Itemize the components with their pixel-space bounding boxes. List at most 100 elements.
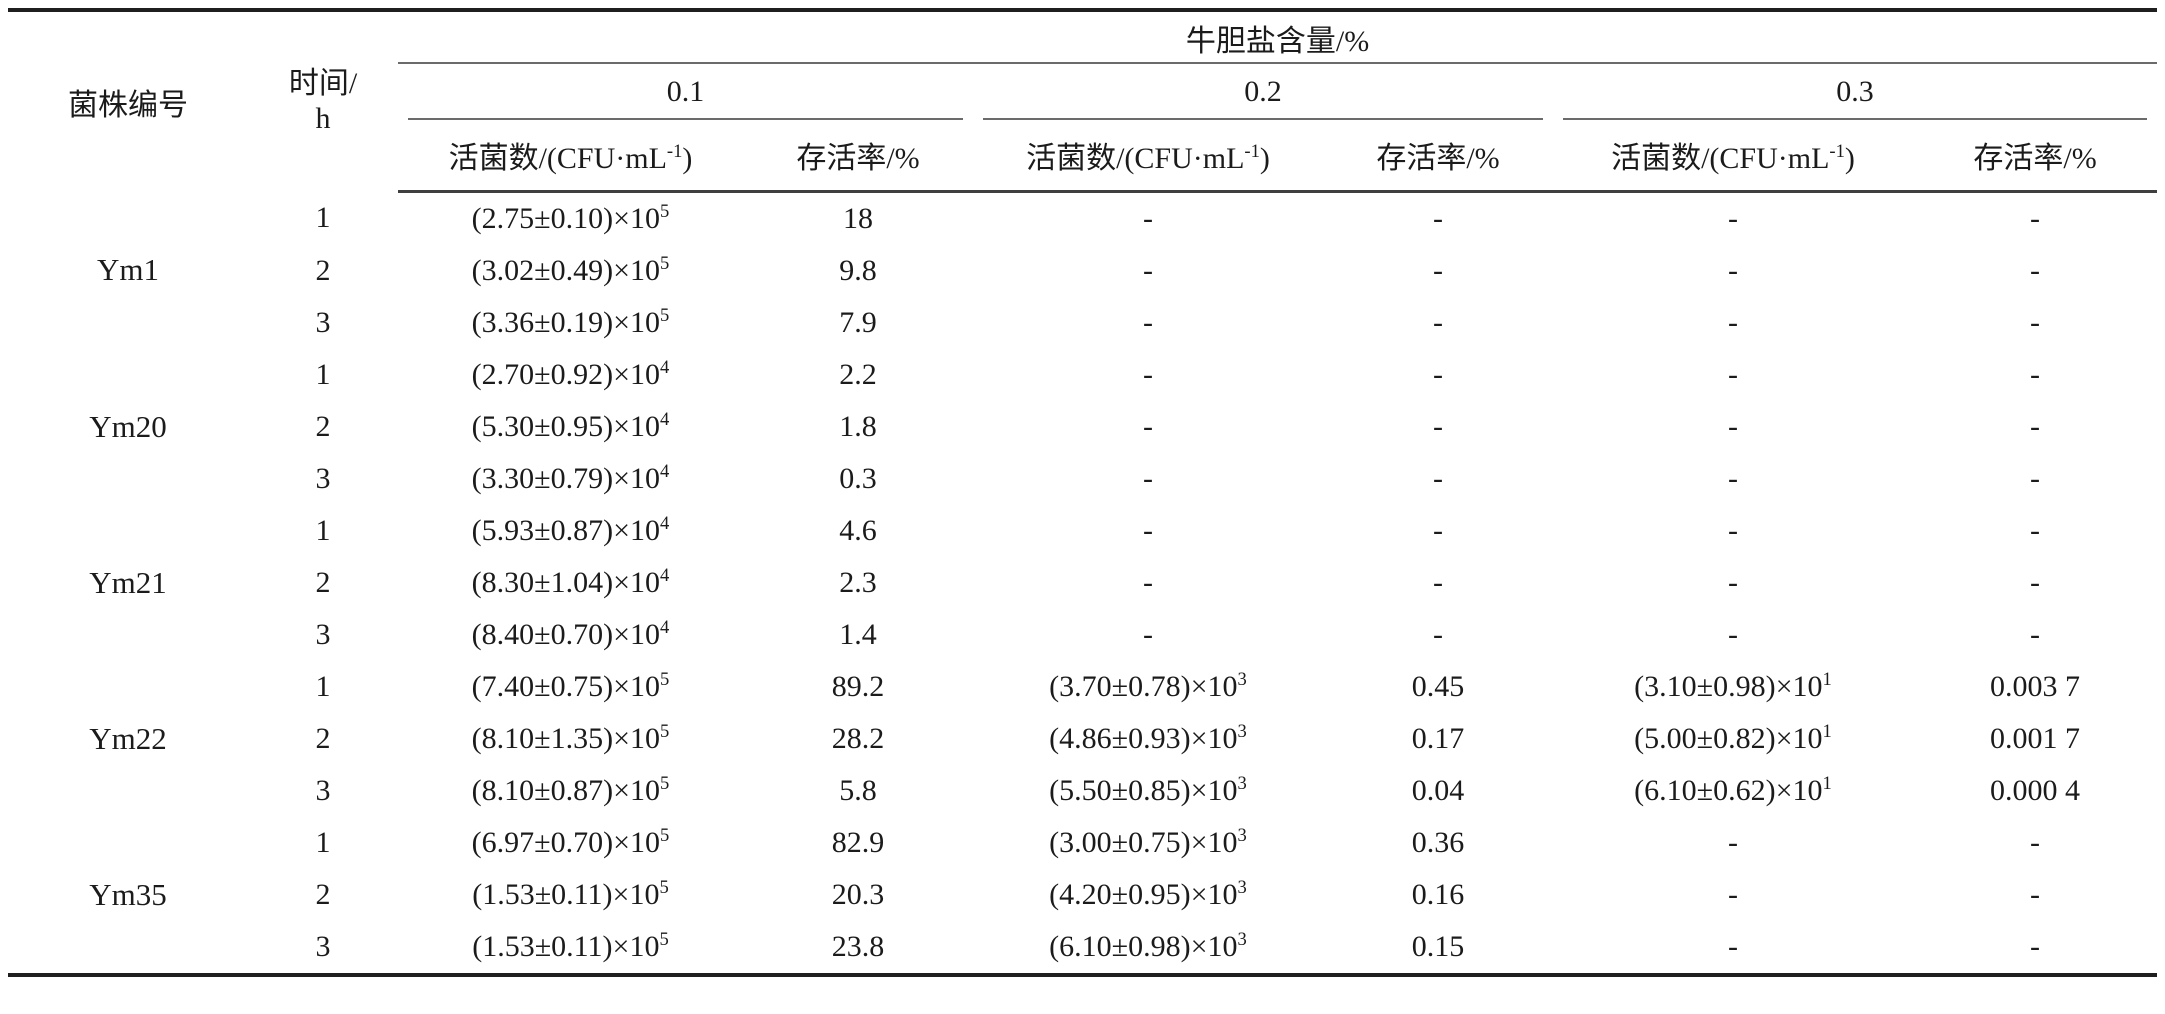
superscript: 3 bbox=[1237, 669, 1247, 690]
survival-rate-cell: 0.15 bbox=[1411, 930, 1465, 963]
time-cell: 1 bbox=[315, 514, 331, 547]
survival-rate-cell: - bbox=[2030, 410, 2041, 443]
superscript: 5 bbox=[659, 929, 669, 950]
superscript: 5 bbox=[660, 305, 670, 326]
time-cell: 3 bbox=[315, 618, 331, 651]
time-cell: 2 bbox=[315, 878, 331, 911]
table-row: 3 (8.40±0.70)×104 1.4 - - - - bbox=[8, 609, 2157, 661]
table-row: Ym20 1 (2.70±0.92)×104 2.2 - - - - bbox=[8, 349, 2157, 444]
survival-rate-cell: 0.17 bbox=[1411, 722, 1465, 755]
viable-count-cell: (5.50±0.85)×103 bbox=[1049, 773, 1247, 807]
viable-count-cell: (3.36±0.19)×105 bbox=[471, 305, 670, 339]
viable-count-cell: - bbox=[1143, 202, 1153, 235]
survival-rate-cell: - bbox=[2030, 306, 2041, 339]
superscript: 4 bbox=[660, 513, 670, 534]
survival-rate-cell: - bbox=[1433, 618, 1443, 651]
table-row: 3 (1.53±0.11)×105 23.8 (6.10±0.98)×103 0.15 -… bbox=[8, 921, 2157, 975]
time-cell: 2 bbox=[315, 410, 331, 443]
superscript: 1 bbox=[1822, 773, 1832, 794]
viable-count-cell: - bbox=[1143, 358, 1153, 391]
time-cell: 1 bbox=[315, 358, 331, 391]
survival-rate-cell: 0.16 bbox=[1411, 878, 1465, 911]
survival-rate-cell: - bbox=[1433, 254, 1443, 287]
header-row-measures: 活菌数/(CFU·mL-1) 存活率/% 活菌数/(CFU·mL-1) 存活率/… bbox=[8, 120, 2158, 193]
viable-count-cell: (7.40±0.75)×105 bbox=[471, 669, 670, 703]
time-cell: 1 bbox=[315, 826, 331, 859]
superscript: 4 bbox=[660, 617, 670, 638]
survival-rate-cell: 0.45 bbox=[1411, 670, 1465, 703]
col-header-viable-count-0-3: 活菌数/(CFU·mL-1) bbox=[1553, 120, 1913, 193]
viable-count-cell: (2.75±0.10)×105 bbox=[471, 201, 670, 235]
survival-rate-cell: - bbox=[2030, 358, 2041, 391]
survival-rate-cell: - bbox=[2030, 878, 2041, 911]
superscript: 5 bbox=[660, 201, 670, 222]
time-cell: 1 bbox=[315, 201, 331, 235]
viable-count-cell: (2.70±0.92)×104 bbox=[471, 357, 670, 391]
viable-count-cell: - bbox=[1143, 410, 1153, 443]
superscript: -1 bbox=[1244, 141, 1260, 162]
viable-count-cell: (6.10±0.62)×101 bbox=[1634, 773, 1832, 807]
table-row: Ym21 1 (5.93±0.87)×104 4.6 - - - - bbox=[8, 505, 2157, 600]
survival-rate-cell: 4.6 bbox=[839, 514, 877, 547]
col-header-viable-count-0-2: 活菌数/(CFU·mL-1) bbox=[973, 120, 1323, 193]
survival-rate-cell: 0.001 7 bbox=[1990, 722, 2081, 755]
survival-rate-cell: - bbox=[1433, 410, 1443, 443]
bile-salt-tolerance-table: 菌株编号 时间/ h 牛胆盐含量/% 0.1 0.2 0.3 活菌数/(CFU·… bbox=[8, 8, 2158, 977]
superscript: 4 bbox=[660, 461, 670, 482]
viable-count-cell: - bbox=[1728, 358, 1738, 391]
table-row: 3 (3.30±0.79)×104 0.3 - - - - bbox=[8, 453, 2157, 505]
viable-count-cell: (1.53±0.11)×105 bbox=[472, 877, 669, 911]
viable-count-cell: - bbox=[1728, 254, 1738, 287]
viable-count-cell: - bbox=[1728, 878, 1738, 911]
superscript: 5 bbox=[660, 253, 670, 274]
survival-rate-cell: 2.3 bbox=[839, 566, 877, 599]
survival-rate-cell: - bbox=[1433, 202, 1443, 235]
survival-rate-cell: - bbox=[2030, 462, 2041, 495]
survival-rate-cell: 28.2 bbox=[831, 722, 885, 755]
viable-count-cell: (4.86±0.93)×103 bbox=[1049, 721, 1247, 755]
viable-count-cell: - bbox=[1728, 514, 1738, 547]
viable-count-cell: (3.00±0.75)×103 bbox=[1049, 825, 1247, 859]
survival-rate-cell: - bbox=[1433, 358, 1443, 391]
col-header-conc-0-1: 0.1 bbox=[398, 64, 973, 120]
survival-rate-cell: 0.04 bbox=[1411, 774, 1465, 807]
survival-rate-cell: 2.2 bbox=[839, 358, 877, 391]
table-row: 2 (3.02±0.49)×105 9.8 - - - - bbox=[8, 245, 2157, 297]
header-row-group: 菌株编号 时间/ h 牛胆盐含量/% bbox=[8, 10, 2158, 135]
survival-rate-cell: - bbox=[2030, 514, 2041, 547]
table-row: 3 (8.10±0.87)×105 5.8 (5.50±0.85)×103 0.04 (6… bbox=[8, 765, 2157, 817]
superscript: 3 bbox=[1237, 877, 1247, 898]
table-row: 2 (8.30±1.04)×104 2.3 - - - - bbox=[8, 557, 2157, 609]
time-label-line2: h bbox=[315, 101, 331, 135]
viable-count-cell: (3.02±0.49)×105 bbox=[471, 253, 670, 287]
col-header-viable-count-0-1: 活菌数/(CFU·mL-1) bbox=[398, 120, 743, 193]
viable-count-cell: (4.20±0.95)×103 bbox=[1049, 877, 1247, 911]
time-cell: 3 bbox=[315, 774, 331, 807]
viable-count-cell: - bbox=[1728, 306, 1738, 339]
survival-rate-cell: - bbox=[1433, 514, 1443, 547]
col-header-survival-0-1: 存活率/% bbox=[743, 120, 973, 193]
survival-rate-cell: 7.9 bbox=[839, 306, 877, 339]
superscript: 4 bbox=[660, 565, 670, 586]
viable-count-cell: (5.93±0.87)×104 bbox=[471, 513, 670, 547]
viable-count-cell: - bbox=[1728, 410, 1738, 443]
survival-rate-cell: - bbox=[2030, 202, 2041, 235]
superscript: -1 bbox=[1829, 141, 1845, 162]
survival-rate-cell: 82.9 bbox=[831, 826, 885, 859]
survival-rate-cell: 0.36 bbox=[1411, 826, 1465, 859]
survival-rate-cell: - bbox=[2030, 930, 2041, 963]
survival-rate-cell: - bbox=[1433, 566, 1443, 599]
viable-count-cell: (8.30±1.04)×104 bbox=[471, 565, 670, 599]
time-cell: 3 bbox=[315, 306, 331, 339]
table-row: 2 (5.30±0.95)×104 1.8 - - - - bbox=[8, 401, 2157, 453]
superscript: 5 bbox=[660, 669, 670, 690]
superscript: -1 bbox=[666, 141, 683, 162]
survival-rate-cell: - bbox=[1433, 306, 1443, 339]
survival-rate-cell: 5.8 bbox=[839, 774, 877, 807]
viable-count-cell: - bbox=[1728, 618, 1738, 651]
survival-rate-cell: 1.4 bbox=[839, 618, 877, 651]
table-row: 2 (8.10±1.35)×105 28.2 (4.86±0.93)×103 0.17 (… bbox=[8, 713, 2157, 765]
time-cell: 3 bbox=[315, 930, 331, 963]
viable-count-cell: - bbox=[1728, 826, 1738, 859]
survival-rate-cell: - bbox=[1433, 462, 1443, 495]
